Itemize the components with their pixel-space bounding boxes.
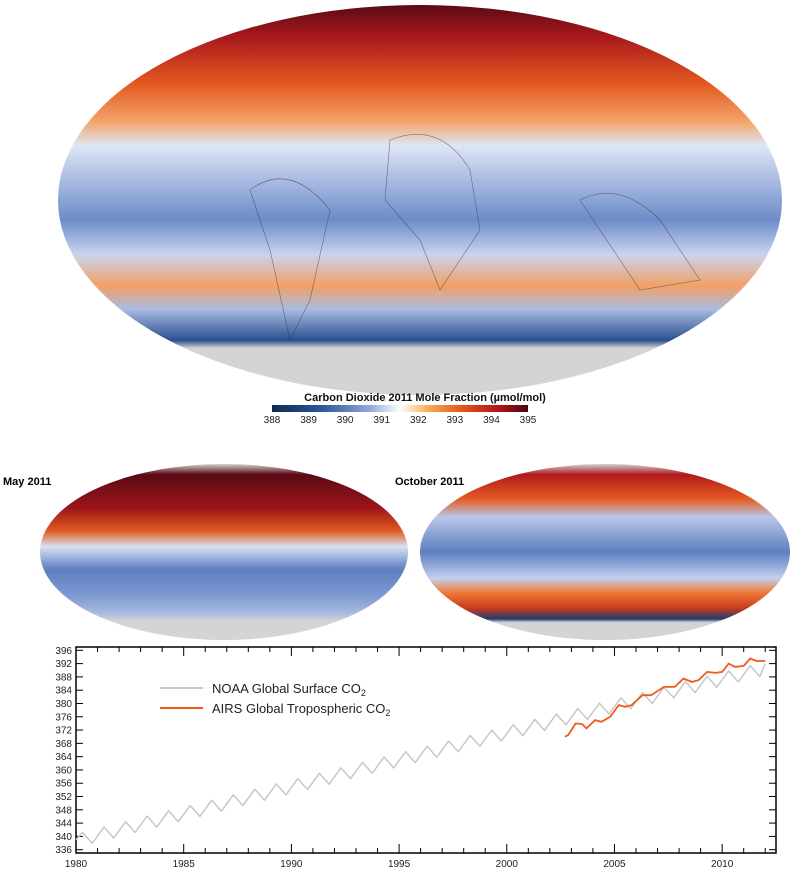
y-tick-label: 396 (55, 646, 72, 657)
series-line-noaa (75, 663, 766, 845)
y-tick-label: 380 (55, 699, 72, 710)
legend-label: NOAA Global Surface CO2 (212, 681, 366, 698)
map-october-2011 (420, 464, 790, 640)
legend-label-subscript: 2 (385, 708, 390, 718)
colorbar (272, 405, 528, 412)
y-tick-label: 352 (55, 792, 72, 803)
may-2011-label: May 2011 (3, 476, 52, 488)
colorbar-tick-label: 394 (483, 415, 500, 426)
x-tick-label: 2000 (496, 859, 519, 870)
y-tick-label: 376 (55, 712, 72, 723)
map-may-2011 (40, 464, 408, 640)
colorbar-tick-label: 390 (336, 415, 354, 426)
x-tick-label: 1980 (65, 859, 88, 870)
map-annual-2011 (58, 5, 782, 395)
legend-label-text: NOAA Global Surface CO (212, 681, 361, 696)
october-2011-label: October 2011 (395, 476, 465, 488)
plot-frame (75, 646, 777, 854)
x-tick-label: 1995 (388, 859, 411, 870)
y-tick-label: 392 (55, 659, 72, 670)
colorbar-title: Carbon Dioxide 2011 Mole Fraction (µmol/… (304, 392, 546, 404)
x-tick-label: 2010 (711, 859, 734, 870)
legend-label: AIRS Global Tropospheric CO2 (212, 701, 390, 718)
y-tick-label: 340 (55, 832, 72, 843)
y-tick-label: 356 (55, 779, 72, 790)
colorbar-tick-label: 391 (373, 415, 391, 426)
y-tick-label: 360 (55, 765, 72, 776)
y-tick-label: 384 (55, 686, 72, 697)
y-tick-label: 368 (55, 739, 72, 750)
colorbar-tick-label: 395 (519, 415, 537, 426)
colorbar-tick-label: 393 (446, 415, 464, 426)
legend-label-text: AIRS Global Tropospheric CO (212, 701, 385, 716)
y-tick-label: 348 (55, 805, 72, 816)
x-tick-label: 2005 (603, 859, 626, 870)
x-tick-label: 1985 (173, 859, 196, 870)
colorbar-tick-label: 392 (409, 415, 427, 426)
co2-time-series-chart: 336 340 344 348 352 356 360 364 368 372 376 380 384 3… (55, 646, 777, 870)
y-tick-label: 336 (55, 845, 72, 856)
colorbar-tick-label: 389 (300, 415, 317, 426)
y-tick-label: 372 (55, 726, 72, 737)
colorbar-tick-label: 388 (263, 415, 281, 426)
series-line-airs (564, 657, 766, 738)
y-tick-label: 388 (55, 672, 72, 683)
y-tick-label: 364 (55, 752, 72, 763)
x-tick-label: 1990 (280, 859, 303, 870)
y-tick-label: 344 (55, 819, 72, 830)
legend-label-subscript: 2 (361, 688, 366, 698)
